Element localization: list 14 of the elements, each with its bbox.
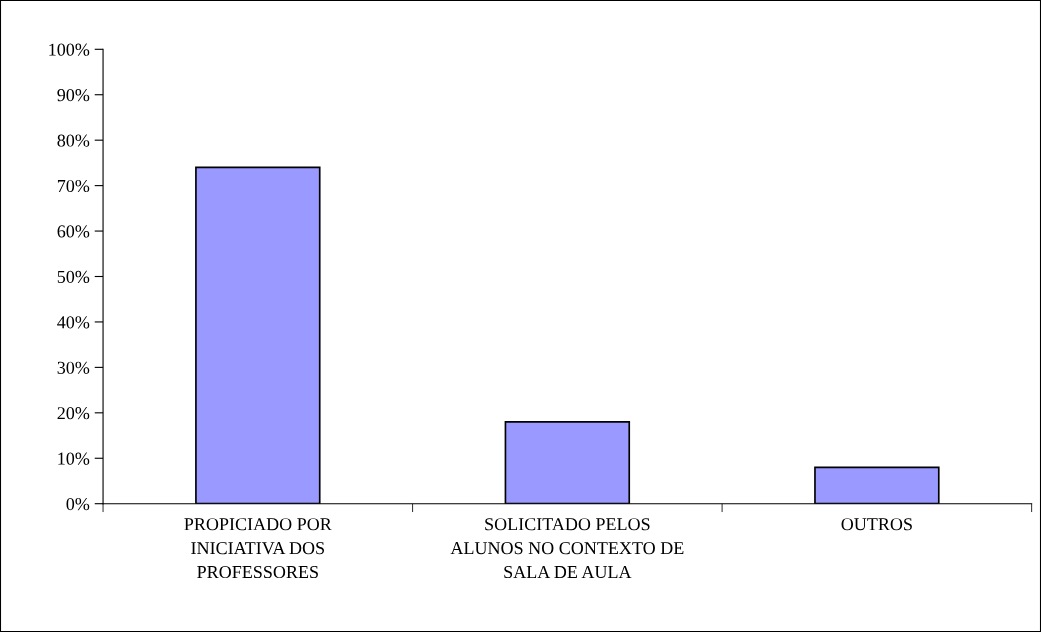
y-tick-label: 60% [57,225,90,238]
y-tick-label: 40% [57,316,90,329]
y-tick-label: 10% [58,452,90,465]
y-tick-label: 0% [66,497,90,511]
x-tick-label: OUTROS [841,518,912,531]
y-tick-label: 80% [57,134,90,147]
y-tick-label: 50% [57,270,90,283]
y-tick-label: 100% [49,43,90,56]
y-tick-label: 20% [57,407,90,420]
y-tick-label: 90% [57,88,90,102]
x-tick-label: SOLICITADO PELOS ALUNOS NO CONTEXTO DE SALA DE AULA [450,518,684,579]
x-tick-label: PROPICIADO POR INICIATIVA DOS PROFESSORES [184,518,332,579]
y-tick-label: 70% [57,179,90,193]
y-tick-label: 30% [57,361,90,374]
